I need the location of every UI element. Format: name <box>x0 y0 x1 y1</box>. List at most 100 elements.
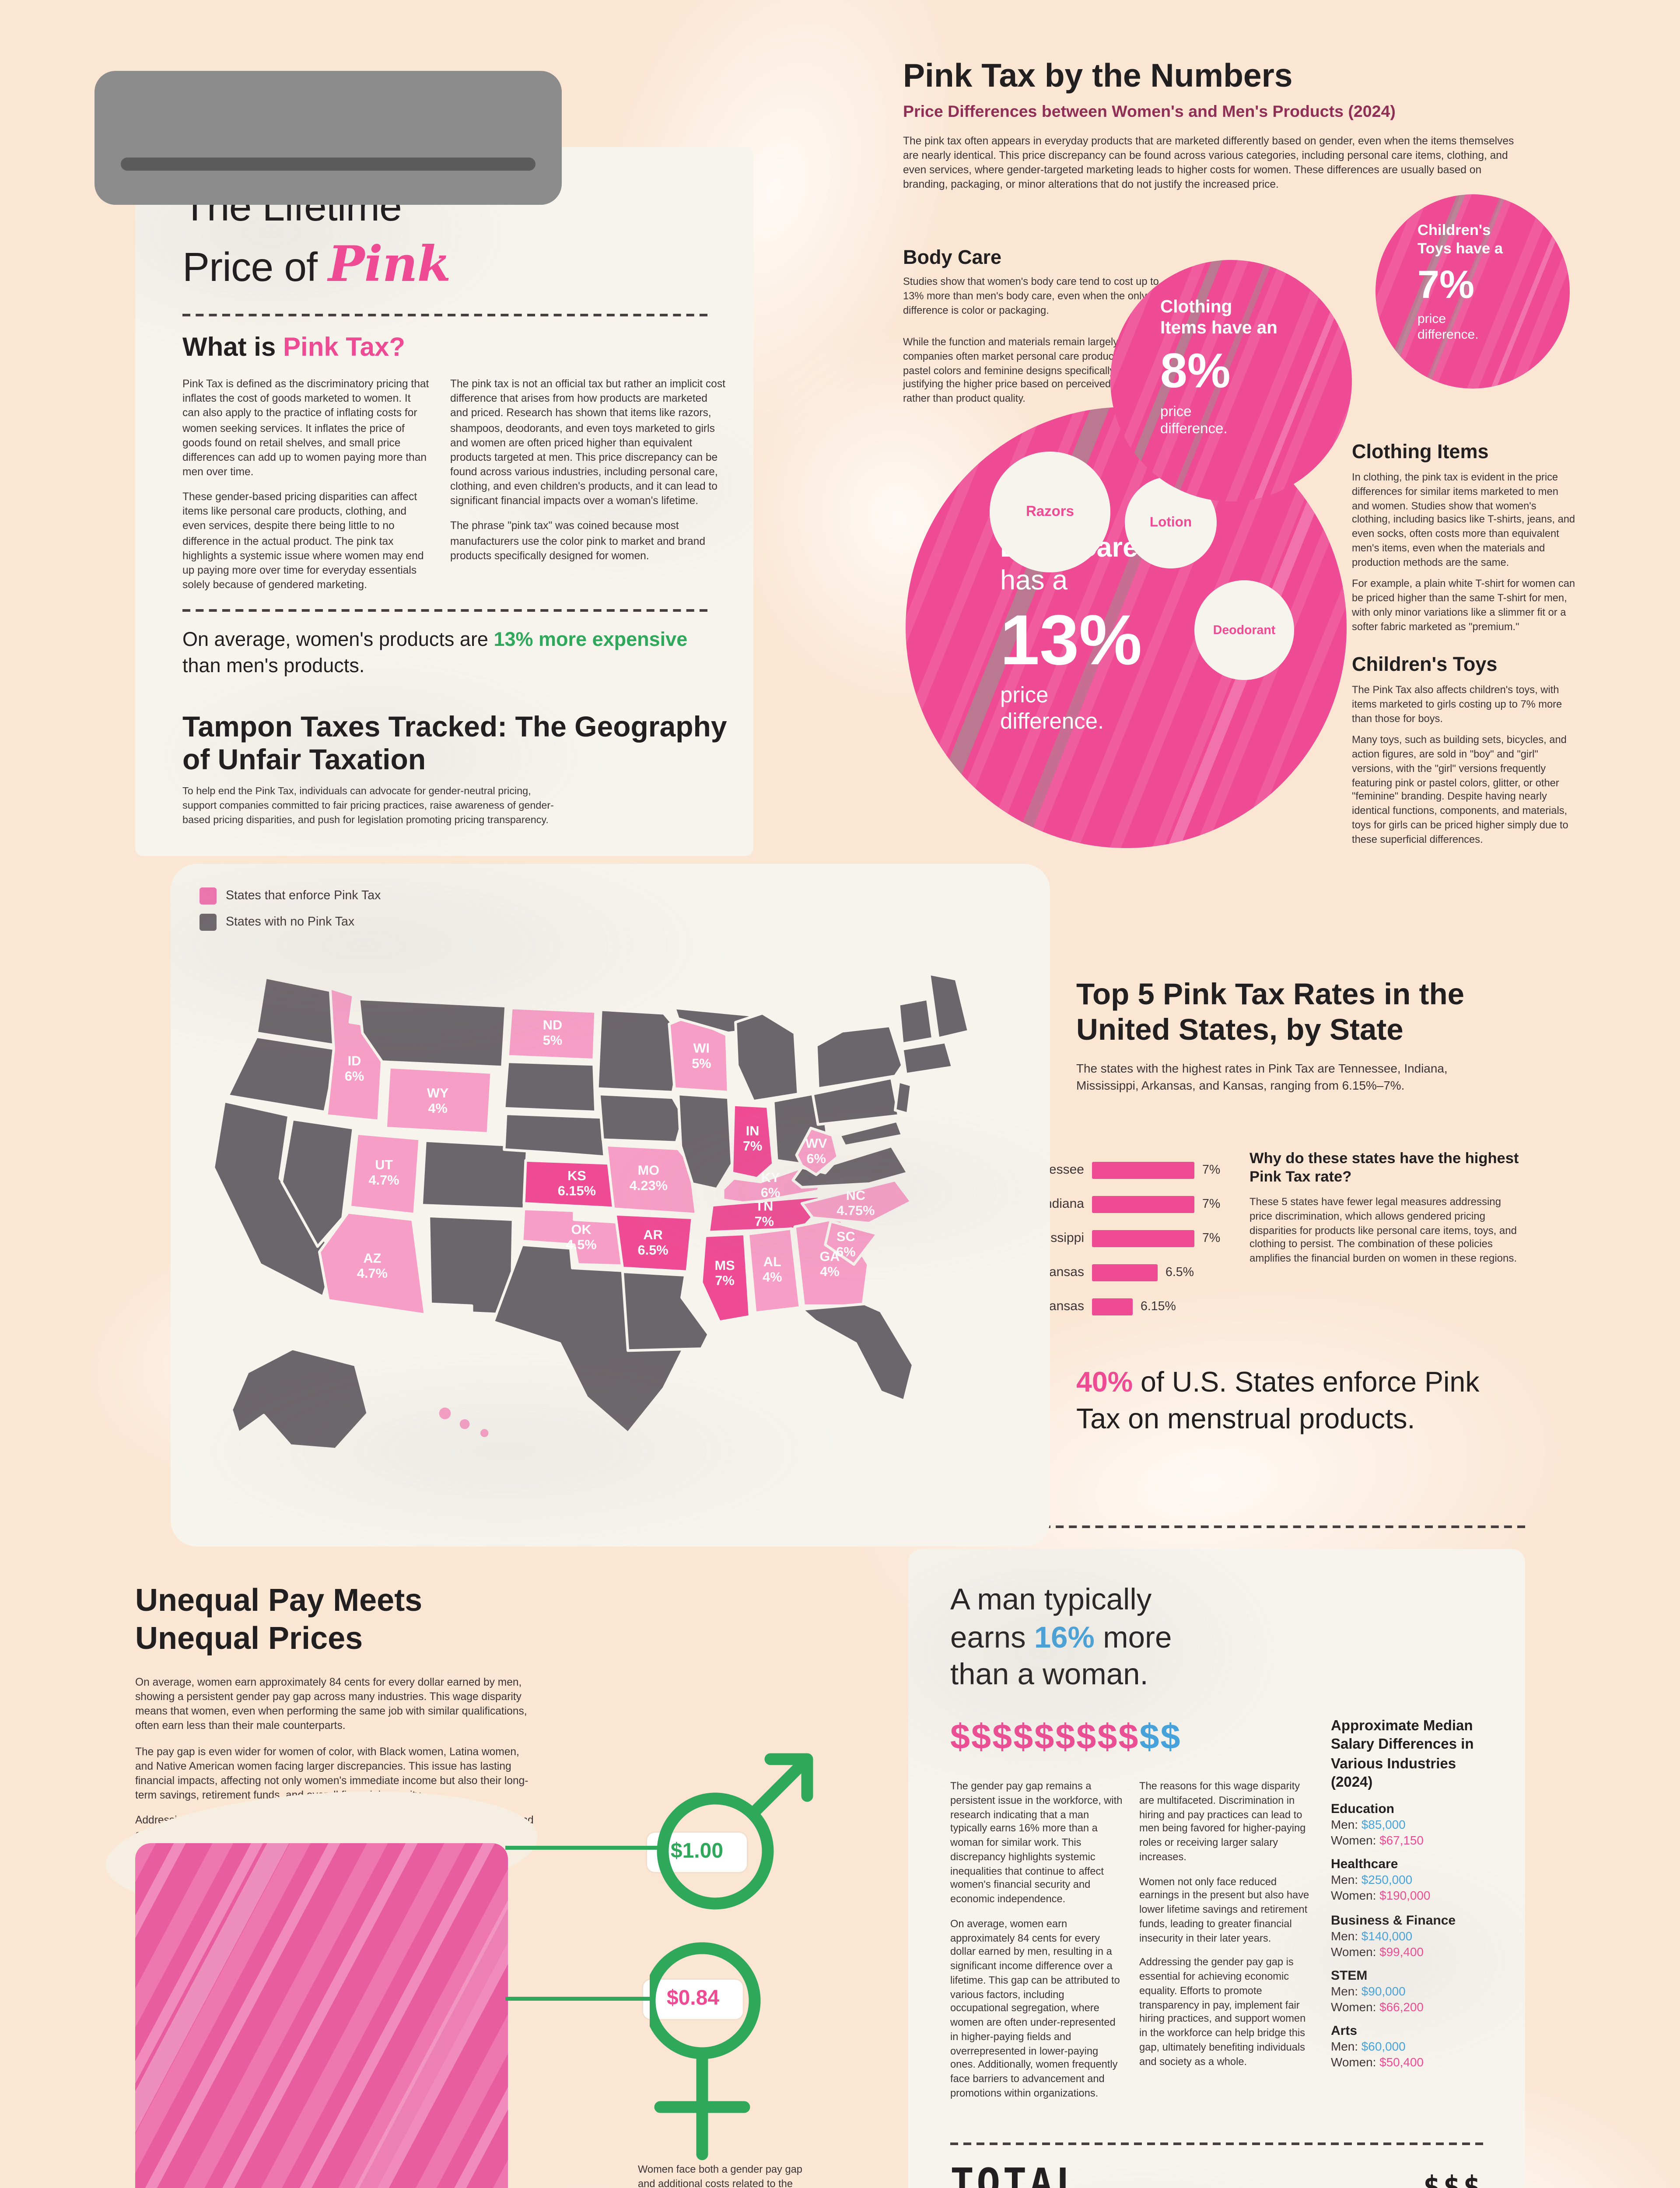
salary-industry: Business & Finance <box>1331 1913 1456 1928</box>
numbers-heading: Pink Tax by the Numbers <box>903 58 1293 95</box>
forty-percent-fact: 40% of U.S. States enforce Pink Tax on m… <box>1076 1367 1480 1435</box>
salary-column: Approximate Median Salary Differences in… <box>1331 1717 1491 2079</box>
salary-industry: STEM <box>1331 1968 1368 1983</box>
what-col-1: Pink Tax is defined as the discriminator… <box>182 377 429 593</box>
connector-line-man <box>505 1846 660 1850</box>
what-is-pink-tax-heading: What is Pink Tax? <box>182 333 406 363</box>
bar <box>1092 1297 1133 1315</box>
salary-industry: Arts <box>1331 2024 1358 2039</box>
dollar-signs-row: $$$$$$$$$$$ <box>950 1717 1182 1758</box>
bar-row-mississippi: Mississippi 7% <box>1000 1221 1250 1255</box>
paragraph: The reasons for this wage disparity are … <box>1139 1780 1306 1863</box>
state-label-KY: KY 6% <box>761 1170 780 1200</box>
bar-value: 7% <box>1202 1196 1221 1211</box>
top5-intro: The states with the highest rates in Pin… <box>1076 1062 1448 1092</box>
state-label-IN: IN 7% <box>743 1123 762 1154</box>
state-label-UT: UT 4.7% <box>369 1157 399 1188</box>
salary-list: Education Men: $85,000 Women: $67,150 Healt… <box>1331 1803 1491 2070</box>
us-states-map: ID 6%WY 4%UT 4.7%AZ 4.7%ND 5%KS 6.15%OK 4.5%MO 4… <box>212 972 970 1451</box>
sixteen-percent: 16% <box>1034 1619 1095 1654</box>
salary-item: Business & Finance Men: $140,000 Women: $9… <box>1331 1914 1491 1960</box>
dollar-bill-illustration: $ <box>135 1843 508 2188</box>
divider <box>950 2142 1483 2145</box>
state-label-AR: AR 6.5% <box>638 1227 668 1258</box>
state-label-KS: KS 6.15% <box>558 1168 596 1199</box>
receipt-holder <box>94 71 562 205</box>
male-symbol-icon <box>657 1753 813 1910</box>
numbers-subheading: Price Differences between Women's and Me… <box>903 102 1396 121</box>
legend-label: States with no Pink Tax <box>226 915 355 929</box>
state-label-SC: SC 6% <box>836 1229 855 1259</box>
bar <box>1092 1161 1194 1178</box>
clothing-items-heading: Clothing Items <box>1352 441 1489 463</box>
toys-value: 7% <box>1418 263 1475 307</box>
clothing-items-block: Clothing Items In clothing, the pink tax… <box>1352 441 1578 635</box>
bar <box>1092 1229 1194 1247</box>
why-heading: Why do these states have the highest Pin… <box>1250 1151 1519 1186</box>
bar <box>1092 1263 1158 1281</box>
divider <box>950 1525 1525 1528</box>
bar-value: 7% <box>1202 1231 1221 1245</box>
numbers-intro: The pink tax often appears in everyday p… <box>903 135 1514 191</box>
top5-section: Top 5 Pink Tax Rates in the United State… <box>1076 977 1528 1094</box>
salary-industry: Healthcare <box>1331 1858 1398 1873</box>
receipt-holder-slot <box>121 158 536 171</box>
earnings-col-1: The gender pay gap remains a persistent … <box>950 1780 1124 2101</box>
state-label-AL: AL 4% <box>763 1254 782 1285</box>
body-care-p1: Studies show that women's body care tend… <box>903 276 1159 316</box>
childrens-toys-block: Children's Toys The Pink Tax also affect… <box>1352 654 1578 847</box>
state-label-OK: OK 4.5% <box>566 1222 597 1252</box>
paragraph: The Pink Tax also affects children's toy… <box>1352 684 1562 724</box>
lotion-circle: Lotion <box>1125 477 1217 568</box>
salary-men: Men: $250,000 <box>1331 1874 1413 1887</box>
map-legend: States that enforce Pink Tax States with… <box>200 887 381 940</box>
paragraph: The pink tax is not an official tax but … <box>450 378 725 507</box>
paragraph: Women not only face reduced earnings in … <box>1139 1875 1309 1944</box>
paragraph: The pay gap is even wider for women of c… <box>135 1745 528 1802</box>
salary-men: Men: $140,000 <box>1331 1929 1413 1943</box>
tampon-heading: Tampon Taxes Tracked: The Geography of U… <box>182 710 727 776</box>
paragraph: Women face both a gender pay gap and add… <box>638 2163 802 2188</box>
salary-item: STEM Men: $90,000 Women: $66,200 <box>1331 1969 1491 2015</box>
total-row: TOTAL $$$ <box>950 2161 1483 2188</box>
average-statement: On average, women's products are 13% mor… <box>182 629 688 678</box>
blue-dollars: $$ <box>1139 1717 1182 1757</box>
top5-heading: Top 5 Pink Tax Rates in the United State… <box>1076 977 1464 1047</box>
salary-women: Women: $66,200 <box>1331 2000 1424 2014</box>
unequal-pay-heading: Unequal Pay Meets Unequal Prices <box>135 1583 423 1657</box>
salary-women: Women: $99,400 <box>1331 1945 1424 1958</box>
connector-line-woman <box>505 1997 652 2001</box>
salary-item: Healthcare Men: $250,000 Women: $190,000 <box>1331 1858 1491 1904</box>
paragraph: In clothing, the pink tax is evident in … <box>1352 471 1575 568</box>
clothing-value: 8% <box>1160 344 1231 399</box>
state-label-NC: NC 4.75% <box>836 1188 875 1218</box>
earnings-receipt: A man typically earns 16% more than a wo… <box>908 1549 1525 2188</box>
salary-women: Women: $50,400 <box>1331 2055 1424 2069</box>
state-label-WV: WV 6% <box>805 1136 827 1166</box>
paragraph: On average, women earn approximately 84 … <box>950 1918 1120 2099</box>
salary-heading: Approximate Median Salary Differences in… <box>1331 1718 1474 1791</box>
toys-circle: Children's Toys have a 7% price differen… <box>1376 194 1570 389</box>
state-label-WI: WI 5% <box>692 1041 711 1071</box>
body-care-heading: Body Care <box>903 247 1002 269</box>
state-label-ID: ID 6% <box>345 1053 364 1083</box>
map-card: States that enforce Pink Tax States with… <box>171 864 1050 1546</box>
legend-label: States that enforce Pink Tax <box>226 889 381 903</box>
divider <box>182 314 707 317</box>
state-label-TN: TN 7% <box>755 1199 774 1229</box>
bar-value: 6.5% <box>1166 1265 1194 1280</box>
legend-item-none: States with no Pink Tax <box>200 914 381 931</box>
woman-amount-label: $0.84 <box>643 1980 743 2019</box>
bar-value: 7% <box>1202 1162 1221 1177</box>
state-label-MS: MS 7% <box>715 1258 735 1288</box>
title-accent: Pink <box>328 235 451 293</box>
salary-item: Education Men: $85,000 Women: $67,150 <box>1331 1803 1491 1849</box>
pink-swatch-icon <box>200 887 217 905</box>
salary-women: Women: $190,000 <box>1331 1890 1431 1903</box>
top5-why-block: Why do these states have the highest Pin… <box>1250 1150 1525 1267</box>
paragraph: Many toys, such as building sets, bicycl… <box>1352 734 1568 845</box>
divider <box>182 609 707 612</box>
total-label: TOTAL <box>950 2161 1082 2188</box>
earnings-heading: A man typically earns 16% more than a wo… <box>950 1582 1172 1691</box>
paragraph: For example, a plain white T-shirt for w… <box>1352 578 1575 632</box>
